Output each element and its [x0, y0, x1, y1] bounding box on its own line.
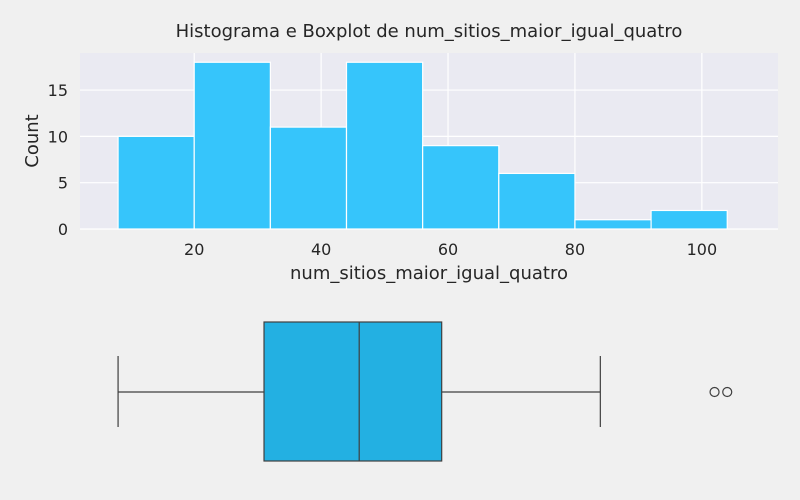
x-tick-label: 40 [311, 240, 331, 259]
y-tick-label: 15 [48, 81, 68, 100]
x-tick-labels: 20 40 60 80 100 [184, 240, 717, 259]
boxplot-box [263, 321, 443, 462]
histogram-bar [117, 135, 195, 230]
x-tick-label: 80 [565, 240, 585, 259]
boxplot [117, 321, 733, 462]
histogram-bar [345, 61, 424, 230]
x-axis-label: num_sitios_maior_igual_quatro [290, 263, 568, 284]
histogram-bars [117, 61, 728, 230]
histogram-bar [269, 126, 348, 230]
histogram-bar [650, 209, 728, 230]
y-tick-label: 0 [58, 220, 68, 239]
histogram-bar [193, 61, 271, 230]
boxplot-outlier [709, 386, 720, 398]
x-tick-label: 60 [438, 240, 458, 259]
histogram-bar [422, 145, 500, 230]
y-tick-label: 5 [58, 174, 68, 193]
x-tick-label: 100 [687, 240, 718, 259]
boxplot-outlier [722, 386, 733, 398]
y-axis-label: Count [22, 114, 43, 167]
y-tick-labels: 0 5 10 15 [48, 81, 68, 239]
histogram-bar [498, 172, 576, 230]
histogram-bar [574, 219, 652, 230]
chart-title: Histograma e Boxplot de num_sitios_maior… [176, 21, 683, 42]
x-tick-label: 20 [184, 240, 204, 259]
y-tick-label: 10 [48, 127, 68, 146]
